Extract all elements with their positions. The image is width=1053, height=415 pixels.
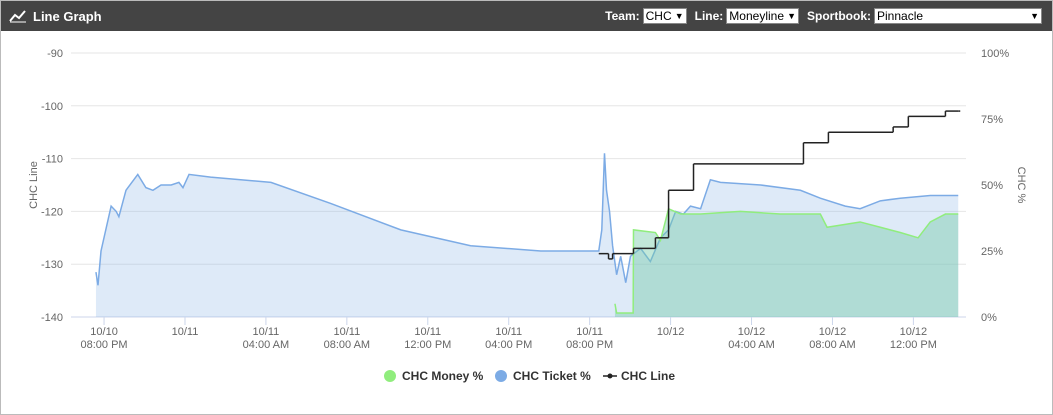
x-tick-label: 04:00 AM [728, 339, 774, 351]
header-title: Line Graph [9, 9, 102, 24]
y2-tick-label: 100% [981, 48, 1009, 60]
y-tick-label: -120 [41, 206, 63, 218]
y-tick-label: -100 [41, 101, 63, 113]
x-tick-label: 10/12 [657, 326, 685, 338]
filter-label: Sportbook: [807, 9, 871, 23]
y-tick-label: -110 [42, 154, 63, 166]
x-tick-label: 10/11 [495, 326, 522, 338]
filter-select[interactable]: Moneyline [726, 8, 799, 24]
legend-label: CHC Line [621, 369, 675, 383]
legend-marker [384, 370, 396, 382]
x-tick-label: 10/10 [90, 326, 118, 338]
filter-select[interactable]: CHC [642, 8, 687, 24]
x-tick-label: 10/11 [414, 326, 441, 338]
legend-item[interactable]: CHC Money % [384, 369, 484, 383]
x-tick-label: 08:00 AM [324, 339, 370, 351]
y-tick-label: -140 [41, 312, 63, 324]
y2-tick-label: 0% [981, 312, 997, 324]
area [614, 208, 959, 317]
y-tick-label: -130 [41, 259, 63, 271]
x-tick-label: 10/11 [253, 326, 280, 338]
x-tick-label: 08:00 PM [566, 339, 613, 351]
legend-marker [495, 370, 507, 382]
area [95, 153, 959, 317]
filter-label: Line: [694, 9, 724, 23]
series-line [95, 153, 959, 286]
x-tick-label: 12:00 PM [890, 339, 937, 351]
x-tick-label: 10/12 [900, 326, 928, 338]
y2-tick-label: 50% [981, 180, 1003, 192]
legend-label: CHC Ticket % [513, 369, 591, 383]
x-tick-label: 04:00 AM [243, 339, 289, 351]
legend-marker [607, 373, 613, 379]
chart: -90 -100 -110 -120 -130 -140 0% 25% 50% 75% 100% CH… [28, 48, 1027, 383]
x-tick-label: 08:00 PM [81, 339, 128, 351]
filter-select[interactable]: Pinnacle [874, 8, 1042, 24]
y-tick-label: -90 [47, 48, 63, 60]
x-tick-label: 12:00 PM [404, 339, 451, 351]
x-tick-label: 10/12 [819, 326, 847, 338]
series-line [614, 207, 959, 314]
x-tick-label: 10/11 [172, 326, 199, 338]
legend-label: CHC Money % [402, 369, 484, 383]
x-tick-label: 10/11 [333, 326, 360, 338]
filter-label: Team: [605, 9, 640, 23]
header-bar: Line Graph Team:CHC Line:Moneyline Sportbo… [1, 1, 1052, 31]
x-tick-label: 08:00 AM [809, 339, 855, 351]
legend-item[interactable]: CHC Line [603, 369, 675, 383]
filters: Team:CHC Line:Moneyline Sportbook:Pinnacle [597, 8, 1042, 24]
x-tick-label: 04:00 PM [485, 339, 532, 351]
x-tick-label: 10/11 [576, 326, 603, 338]
chart-icon [9, 10, 26, 23]
y-axis-title: CHC Line [28, 161, 40, 209]
x-tick-label: 10/12 [738, 326, 766, 338]
y2-tick-label: 75% [981, 114, 1003, 126]
legend-item[interactable]: CHC Ticket % [495, 369, 591, 383]
title-text: Line Graph [33, 8, 102, 24]
y2-axis-title: CHC % [1015, 167, 1027, 204]
y2-tick-label: 25% [981, 246, 1003, 258]
